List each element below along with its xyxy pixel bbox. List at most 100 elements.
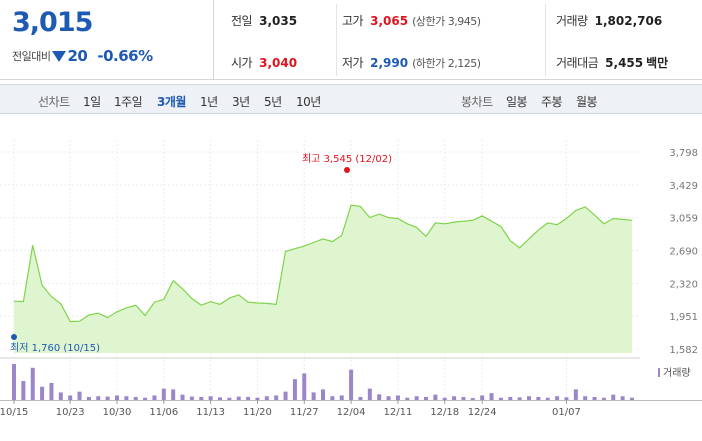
y-tick-label: 3,059 xyxy=(669,214,698,225)
price-line xyxy=(13,204,633,323)
candle-weekly[interactable]: 주봉 xyxy=(541,95,563,109)
high-marker xyxy=(344,167,350,173)
candle-daily[interactable]: 일봉 xyxy=(506,95,528,109)
volume-bar xyxy=(30,367,35,400)
volume-bar xyxy=(358,396,363,400)
price-box: 3,015 전일대비 20 -0.66% xyxy=(0,0,214,80)
volume-bar xyxy=(292,379,297,400)
amount-unit: 백만 xyxy=(646,56,669,70)
volume-label: 거래량 xyxy=(556,14,588,28)
low-cell: 저가 2,990 (하한가 2,125) xyxy=(342,54,481,71)
volume-legend-swatch xyxy=(658,368,660,377)
lower-limit: (하한가 2,125) xyxy=(412,57,481,70)
down-triangle-icon xyxy=(52,50,67,62)
volume-legend: 거래량 xyxy=(663,367,691,379)
volume-bar xyxy=(171,389,176,400)
x-tick-label: 11/06 xyxy=(149,407,178,418)
volume-bar xyxy=(564,397,569,400)
volume-bar xyxy=(49,382,54,400)
volume-bar xyxy=(180,394,185,400)
low-value: 2,990 xyxy=(370,56,409,70)
volume-bar xyxy=(536,396,541,400)
volume-bar xyxy=(133,396,138,400)
amount-value: 5,455 xyxy=(605,56,644,70)
candle-monthly[interactable]: 월봉 xyxy=(576,95,598,109)
volume-bar xyxy=(86,396,91,400)
volume-bar xyxy=(236,396,241,400)
period-10y[interactable]: 10년 xyxy=(296,95,321,109)
volume-bar xyxy=(470,398,475,400)
volume-bar xyxy=(433,394,438,400)
x-tick-label: 11/20 xyxy=(243,407,272,418)
prev-close-label: 전일 xyxy=(231,14,253,28)
period-3y[interactable]: 3년 xyxy=(232,95,250,109)
y-tick-label: 3,798 xyxy=(669,148,698,159)
volume-bar xyxy=(208,396,213,400)
volume-bar xyxy=(611,394,616,400)
y-tick-label: 3,429 xyxy=(669,181,698,192)
candle-chart-label: 봉차트 xyxy=(461,95,493,109)
volume-bar xyxy=(189,396,194,400)
low-label: 저가 xyxy=(342,56,364,70)
volume-bar xyxy=(255,397,260,400)
volume-bar xyxy=(21,381,26,400)
y-axis-ticks: 3,798 3,429 3,059 2,690 2,320 1,951 1,582 xyxy=(669,148,698,356)
volume-bar xyxy=(545,397,550,400)
period-toolbar: 선차트 1일 1주일 3개월 1년 3년 5년 10년 봉차트 일봉 주봉 월봉 xyxy=(0,84,702,114)
volume-bar xyxy=(311,392,316,400)
upper-limit: (상한가 3,945) xyxy=(412,15,481,28)
volume-bar xyxy=(274,395,279,400)
volume-bar xyxy=(508,396,513,400)
period-1y[interactable]: 1년 xyxy=(200,95,218,109)
low-annotation: 최저 1,760 (10/15) xyxy=(10,342,100,354)
volume-bar xyxy=(386,396,391,400)
x-axis-ticks: 10/15 10/23 10/30 11/06 11/13 11/20 11/27 12/04… xyxy=(0,400,581,418)
open-label: 시가 xyxy=(231,56,253,70)
x-tick-label: 10/15 xyxy=(0,407,28,418)
volume-bar xyxy=(321,389,325,400)
high-value: 3,065 xyxy=(370,14,409,28)
period-3m[interactable]: 3개월 xyxy=(157,95,186,109)
change-value: 20 xyxy=(67,47,88,65)
volume-bar xyxy=(115,395,119,400)
y-tick-label: 2,690 xyxy=(669,247,698,258)
volume-bar xyxy=(527,396,531,400)
volume-bar xyxy=(143,397,148,400)
volume-bar xyxy=(227,397,232,400)
volume-bar xyxy=(12,364,16,400)
change-label: 전일대비 xyxy=(12,50,51,63)
volume-bar xyxy=(330,396,335,400)
volume-bar xyxy=(124,396,129,400)
volume-bar xyxy=(573,389,578,400)
current-price: 3,015 xyxy=(12,7,93,38)
high-cell: 고가 3,065 (상한가 3,945) xyxy=(342,12,481,29)
period-1w[interactable]: 1주일 xyxy=(114,95,143,109)
volume-bar xyxy=(498,397,503,400)
volume-bar xyxy=(583,396,588,400)
x-tick-label: 12/18 xyxy=(430,407,459,418)
x-tick-label: 10/23 xyxy=(56,407,85,418)
divider xyxy=(336,4,337,76)
volume-bar xyxy=(96,396,101,400)
prev-close-cell: 전일 3,035 xyxy=(231,12,297,29)
low-marker xyxy=(11,334,17,340)
volume-bar xyxy=(349,369,354,400)
open-value: 3,040 xyxy=(259,56,298,70)
period-1d[interactable]: 1일 xyxy=(83,95,101,109)
volume-bar xyxy=(77,391,82,400)
divider xyxy=(545,4,546,76)
volume-bar xyxy=(601,397,606,400)
volume-bar xyxy=(152,395,157,400)
stock-summary: 3,015 전일대비 20 -0.66% 전일 3,035 시가 3,040 고… xyxy=(0,0,702,80)
volume-bar xyxy=(405,397,410,400)
volume-bar xyxy=(40,386,45,400)
period-5y[interactable]: 5년 xyxy=(264,95,282,109)
volume-bar xyxy=(592,396,597,400)
amount-label: 거래대금 xyxy=(556,56,599,70)
volume-bar xyxy=(489,393,494,400)
volume-bar xyxy=(442,397,447,400)
y-tick-label: 1,951 xyxy=(669,312,698,323)
high-annotation: 최고 3,545 (12/02) xyxy=(302,153,392,165)
volume-bar xyxy=(161,388,166,400)
